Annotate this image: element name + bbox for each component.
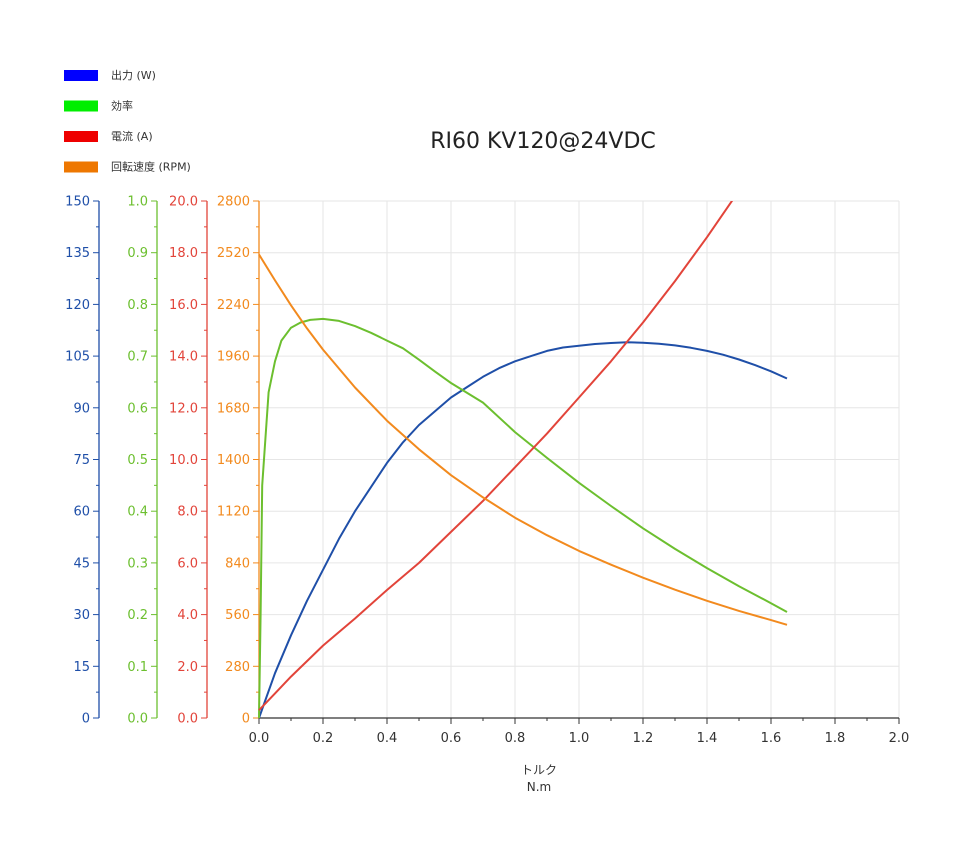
y-axes: 0 15 30 45 60 75 90 105 120 135 150 0.0 0.1 0.2 0.3 0.4…: [65, 195, 260, 727]
efficiency-tick-label: 0.4: [127, 505, 148, 520]
legend-swatch: [64, 131, 98, 142]
speed-tick-label: 0: [242, 712, 250, 727]
power-tick-label: 15: [73, 660, 90, 675]
power-tick-label: 45: [73, 556, 90, 571]
current-tick-label: 12.0: [169, 401, 198, 416]
grid: [258, 200, 900, 719]
current-tick-label: 0.0: [177, 712, 198, 727]
x-tick-label: 0.2: [313, 731, 334, 746]
x-tick-label: 1.4: [697, 731, 718, 746]
power-tick-label: 135: [65, 246, 90, 261]
current-tick-label: 2.0: [177, 660, 198, 675]
power-tick-label: 120: [65, 298, 90, 313]
legend-swatch: [64, 100, 98, 112]
chart-title: RI60 KV120@24VDC: [430, 129, 656, 154]
series-lines: [258, 201, 788, 719]
current-tick-label: 4.0: [177, 608, 198, 623]
current-tick-label: 14.0: [169, 350, 198, 365]
efficiency-tick-label: 0.6: [127, 401, 148, 416]
power-series-line: [258, 341, 788, 719]
efficiency-tick-label: 0.2: [127, 608, 148, 623]
current-tick-label: 10.0: [169, 453, 198, 468]
power-tick-label: 150: [65, 195, 90, 210]
speed-tick-label: 560: [225, 608, 250, 623]
current-tick-label: 16.0: [169, 298, 198, 313]
speed-tick-label: 1400: [217, 453, 250, 468]
efficiency-tick-label: 0.0: [127, 712, 148, 727]
x-tick-label: 0.6: [441, 731, 462, 746]
legend-label: 効率: [111, 99, 133, 113]
x-axis-unit: N.m: [527, 780, 551, 794]
x-tick-label: 2.0: [889, 731, 910, 746]
speed-tick-label: 2520: [217, 246, 250, 261]
legend-label: 回転速度 (RPM): [111, 160, 191, 174]
speed-tick-label: 840: [225, 556, 250, 571]
speed-tick-label: 1680: [217, 401, 250, 416]
power-tick-label: 75: [73, 453, 90, 468]
efficiency-tick-label: 0.3: [127, 556, 148, 571]
speed-tick-label: 2800: [217, 195, 250, 210]
power-tick-label: 60: [73, 505, 90, 520]
current-series-line: [258, 201, 734, 711]
efficiency-tick-label: 1.0: [127, 195, 148, 210]
speed-series-line: [258, 253, 788, 626]
power-tick-label: 0: [82, 712, 90, 727]
speed-tick-label: 280: [225, 660, 250, 675]
speed-tick-label: 2240: [217, 298, 250, 313]
x-tick-label: 1.2: [633, 731, 654, 746]
x-axis-label: トルク: [521, 763, 557, 777]
current-tick-label: 8.0: [177, 505, 198, 520]
efficiency-tick-label: 0.5: [127, 453, 148, 468]
x-tick-label: 0.0: [249, 731, 270, 746]
legend-swatch: [64, 161, 98, 173]
x-axis: 0.0 0.2 0.4 0.6 0.8 1.0 1.2 1.4 1.6 1.8 2.0: [249, 717, 910, 746]
efficiency-tick-label: 0.1: [127, 660, 148, 675]
current-tick-label: 18.0: [169, 246, 198, 261]
x-tick-label: 1.8: [825, 731, 846, 746]
speed-tick-label: 1120: [217, 505, 250, 520]
speed-tick-label: 1960: [217, 350, 250, 365]
legend-label: 出力 (W): [111, 68, 156, 82]
efficiency-series-line: [258, 317, 788, 719]
power-tick-label: 90: [73, 401, 90, 416]
current-tick-label: 20.0: [169, 195, 198, 210]
efficiency-tick-label: 0.8: [127, 298, 148, 313]
x-tick-label: 0.4: [377, 731, 398, 746]
power-tick-label: 105: [65, 350, 90, 365]
power-tick-label: 30: [73, 608, 90, 623]
efficiency-tick-label: 0.7: [127, 350, 148, 365]
legend-swatch: [64, 70, 98, 81]
current-tick-label: 6.0: [177, 556, 198, 571]
x-tick-label: 1.6: [761, 731, 782, 746]
efficiency-tick-label: 0.9: [127, 246, 148, 261]
x-tick-label: 0.8: [505, 731, 526, 746]
legend-label: 電流 (A): [111, 129, 153, 143]
x-tick-label: 1.0: [569, 731, 590, 746]
